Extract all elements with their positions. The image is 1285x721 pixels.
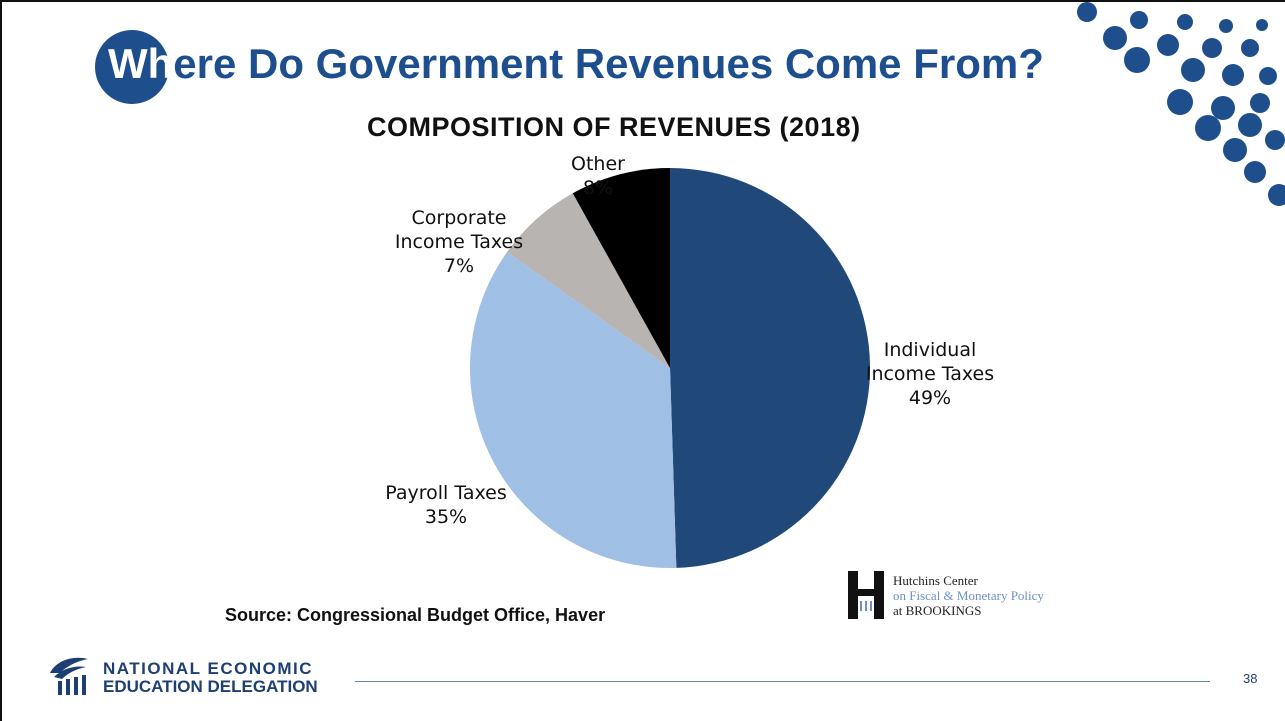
decorative-dots — [1077, 2, 1285, 206]
slice-value-label: 8% — [583, 177, 613, 199]
org-line-2: EDUCATION DELEGATION — [103, 677, 318, 696]
dot — [1268, 184, 1285, 206]
page-number: 38 — [1243, 671, 1258, 686]
footer-divider — [355, 681, 1210, 682]
pie-slice-label: Other 8% — [571, 153, 625, 199]
dot — [1222, 64, 1244, 86]
dot — [1167, 89, 1193, 115]
dot — [1124, 47, 1150, 73]
pie-slice-label: Individual Income Taxes 49% — [866, 339, 994, 409]
pie-slice — [670, 168, 871, 568]
slide-title-rest: ere Do Government Revenues Come From? — [173, 40, 1044, 87]
columns-logo-icon — [50, 657, 88, 695]
slice-name-label: Other — [571, 153, 625, 175]
hutchins-logo-icon — [848, 571, 884, 619]
dot — [1265, 130, 1285, 150]
dot — [1244, 161, 1266, 183]
pie-slice — [469, 251, 677, 569]
dot — [1241, 39, 1259, 57]
source-note: Source: Congressional Budget Office, Hav… — [225, 605, 606, 625]
slice-name-label: Payroll Taxes — [385, 482, 506, 504]
hutchins-line-2: on Fiscal & Monetary Policy — [893, 588, 1044, 603]
title-accent-circle — [95, 30, 169, 104]
slice-name-label: Income Taxes — [866, 363, 994, 385]
left-border — [0, 0, 2, 721]
hutchins-line-3: at BROOKINGS — [893, 603, 982, 618]
dot — [1181, 58, 1205, 82]
slice-name-label: Corporate — [412, 207, 507, 229]
dot — [1211, 96, 1235, 120]
hutchins-line-1: Hutchins Center — [893, 573, 978, 588]
dot — [1250, 93, 1270, 113]
dot — [1077, 2, 1097, 22]
slide-title-lead: Wh — [108, 40, 174, 87]
dot — [1259, 67, 1277, 85]
pie-slice-label: Payroll Taxes 35% — [385, 482, 506, 528]
org-line-1: NATIONAL ECONOMIC — [103, 659, 313, 678]
top-border — [0, 0, 1285, 2]
slice-value-label: 49% — [909, 387, 951, 409]
dot — [1238, 113, 1262, 137]
slide-title: Where Do Government Revenues Come From? — [108, 40, 1044, 88]
dot — [1130, 11, 1148, 29]
dot — [1256, 19, 1268, 31]
slice-name-label: Income Taxes — [395, 231, 523, 253]
dot — [1195, 115, 1221, 141]
slice-value-label: 7% — [444, 255, 474, 277]
slice-value-label: 35% — [425, 506, 467, 528]
organization-name: NATIONAL ECONOMIC EDUCATION DELEGATION — [103, 660, 318, 696]
dot — [1202, 38, 1222, 58]
dot — [1157, 34, 1179, 56]
pie-slice — [572, 168, 670, 368]
pie-slice — [507, 193, 670, 368]
dot — [1177, 14, 1193, 30]
pie-slice-label: Corporate Income Taxes 7% — [395, 207, 523, 277]
dot — [1219, 19, 1233, 33]
dot — [1223, 138, 1247, 162]
slice-name-label: Individual — [884, 339, 977, 361]
hutchins-center-text: Hutchins Center on Fiscal & Monetary Pol… — [893, 573, 1044, 618]
chart-title: COMPOSITION OF REVENUES (2018) — [367, 112, 861, 142]
dot — [1103, 26, 1127, 50]
